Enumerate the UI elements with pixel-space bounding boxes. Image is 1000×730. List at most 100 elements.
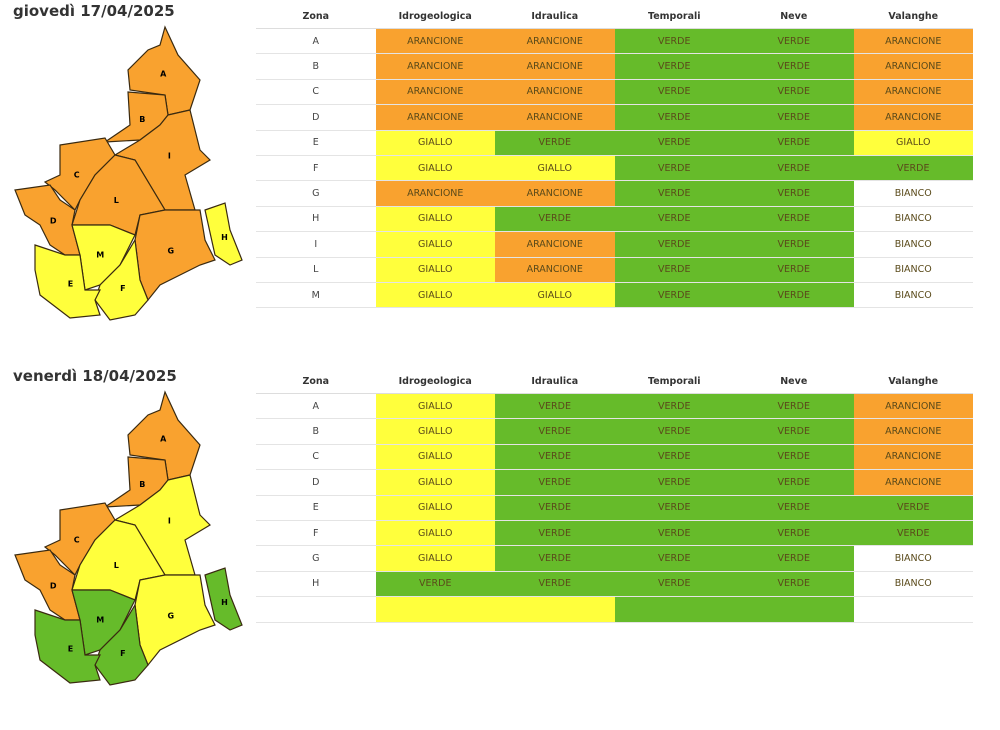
alert-level-cell: VERDE [614,571,734,598]
alert-level-cell: VERDE [614,206,734,233]
alert-level-cell: BIANCO [853,545,973,572]
alert-level-cell: VERDE [734,104,854,131]
alert-level-cell: VERDE [853,155,973,182]
alert-level-cell: VERDE [734,520,854,547]
alert-level-cell: GIALLO [375,130,495,156]
alert-level-cell [734,596,854,623]
table-row: A GIALLO VERDE VERDE VERDE ARANCIONE [256,393,973,420]
alert-level-cell: VERDE [614,520,734,547]
alert-level-cell: VERDE [734,130,854,156]
alert-level-cell: GIALLO [375,495,495,521]
alert-level-cell: VERDE [734,28,854,55]
alert-level-cell: GIALLO [375,206,495,233]
alert-level-cell: GIALLO [375,444,495,471]
alert-level-cell: VERDE [614,257,734,283]
zone-cell: B [256,418,376,445]
zone-cell: C [256,79,376,106]
alert-level-cell: BIANCO [853,206,973,233]
map-zone-h[interactable] [204,202,243,266]
alert-level-cell: GIALLO [375,545,495,572]
zone-cell: D [256,469,376,496]
alert-level-cell: VERDE [614,418,734,445]
alert-level-cell [853,596,973,623]
alert-level-cell: ARANCIONE [495,257,615,283]
alert-level-cell: VERDE [734,418,854,445]
alert-level-cell: VERDE [734,282,854,309]
alert-level-cell: VERDE [734,495,854,521]
alert-level-cell: ARANCIONE [853,79,973,106]
column-header: Temporali [614,5,734,29]
map-zone-g[interactable] [134,209,216,302]
table-row: H GIALLO VERDE VERDE VERDE BIANCO [256,206,973,233]
zone-cell: B [256,53,376,80]
alert-level-cell: GIALLO [375,520,495,547]
map-zone-e[interactable] [34,244,101,319]
table-row: E GIALLO VERDE VERDE VERDE VERDE [256,495,973,521]
map-zone-f[interactable] [94,238,149,321]
alert-level-cell: VERDE [495,444,615,471]
map-zone-c[interactable] [43,502,116,577]
alert-level-cell: GIALLO [853,130,973,156]
alert-level-cell: GIALLO [375,257,495,283]
alert-level-cell: VERDE [734,571,854,598]
map-zone-label: L [114,561,119,570]
zone-cell: D [256,104,376,131]
map-zone-label: B [139,115,145,124]
map-zone-label: D [50,217,57,226]
alert-level-cell: BIANCO [853,180,973,207]
alert-level-cell: VERDE [495,571,615,598]
map-zone-label: I [168,516,171,525]
alert-level-cell: BIANCO [853,231,973,258]
alert-level-cell: VERDE [614,545,734,572]
alert-level-cell: ARANCIONE [375,104,495,131]
column-header: Idraulica [495,370,615,394]
zone-cell: E [256,495,376,521]
table-row: C ARANCIONE ARANCIONE VERDE VERDE ARANCIONE [256,79,973,106]
alert-level-cell: GIALLO [375,469,495,496]
alert-level-cell: VERDE [614,79,734,106]
alert-level-cell: VERDE [853,495,973,521]
alert-level-cell: VERDE [614,469,734,496]
map-zone-label: C [74,535,80,544]
alert-level-cell: VERDE [614,231,734,258]
alert-table: Zona Idrogeologica Idraulica Temporali Neve V… [256,5,973,309]
map-zone-label: G [168,612,175,621]
map-zone-c[interactable] [43,137,116,212]
table-row: F GIALLO VERDE VERDE VERDE VERDE [256,520,973,547]
alert-level-cell: BIANCO [853,571,973,598]
alert-level-cell [495,596,615,623]
alert-level-cell: VERDE [734,393,854,420]
alert-level-cell: GIALLO [375,155,495,182]
alert-level-cell: ARANCIONE [853,418,973,445]
column-header: Neve [734,5,854,29]
alert-level-cell: VERDE [734,545,854,572]
zone-cell: C [256,444,376,471]
table-row: D GIALLO VERDE VERDE VERDE ARANCIONE [256,469,973,496]
map-zone-label: F [120,284,125,293]
alert-level-cell: GIALLO [495,282,615,309]
alert-level-cell: VERDE [495,469,615,496]
alert-level-cell: ARANCIONE [495,79,615,106]
alert-level-cell: BIANCO [853,257,973,283]
alert-level-cell: GIALLO [375,418,495,445]
map-zone-g[interactable] [134,574,216,667]
table-row: C GIALLO VERDE VERDE VERDE ARANCIONE [256,444,973,471]
map-zone-label: M [96,615,104,624]
alert-level-cell: VERDE [853,520,973,547]
alert-level-cell: ARANCIONE [495,53,615,80]
column-header: Idrogeologica [375,370,495,394]
map-zone-label: L [114,196,119,205]
alert-level-cell: ARANCIONE [853,28,973,55]
alert-level-cell: VERDE [614,53,734,80]
zone-cell: L [256,257,376,283]
alert-level-cell: ARANCIONE [495,180,615,207]
alert-level-cell: ARANCIONE [375,53,495,80]
zone-cell: F [256,155,376,182]
table-row: F GIALLO GIALLO VERDE VERDE VERDE [256,155,973,182]
zone-cell: E [256,130,376,156]
column-header: Temporali [614,370,734,394]
